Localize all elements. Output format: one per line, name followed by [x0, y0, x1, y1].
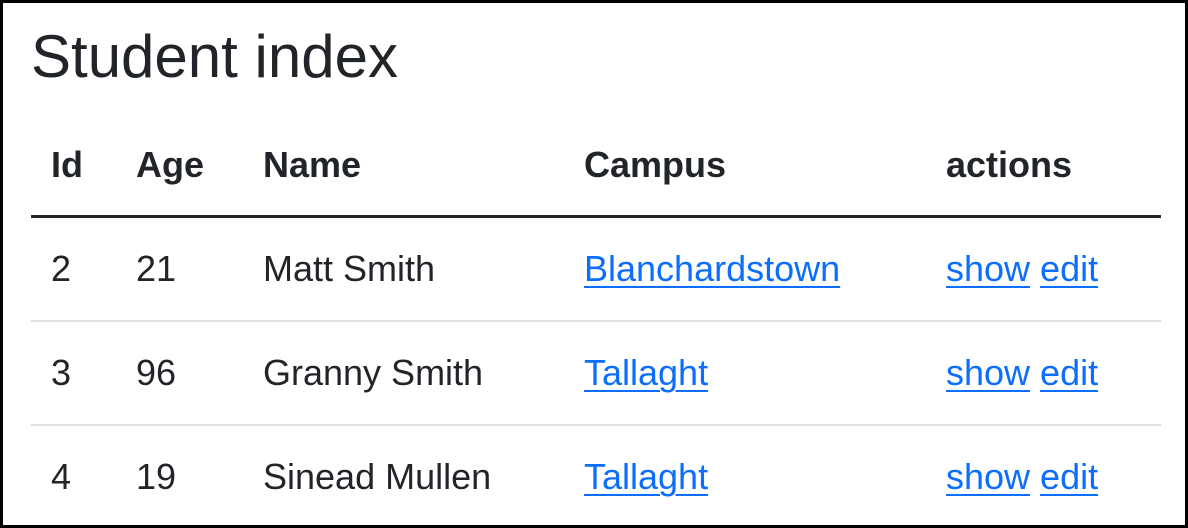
table-row: 2 21 Matt Smith Blanchardstown show edit	[31, 216, 1161, 322]
show-link[interactable]: show	[946, 456, 1031, 497]
show-link[interactable]: show	[946, 248, 1031, 289]
cell-name: Sinead Mullen	[263, 456, 492, 497]
campus-link[interactable]: Tallaght	[584, 352, 709, 393]
edit-link[interactable]: edit	[1040, 248, 1099, 289]
campus-link[interactable]: Blanchardstown	[584, 248, 841, 289]
cell-actions: show edit	[926, 425, 1161, 528]
cell-id: 3	[31, 321, 116, 426]
cell-campus: Blanchardstown	[564, 216, 926, 322]
column-header-actions: actions	[926, 115, 1161, 218]
cell-name: Granny Smith	[243, 321, 564, 426]
cell-id: 4	[51, 456, 72, 497]
column-header-campus: Campus	[564, 115, 926, 218]
cell-actions: show edit	[926, 216, 1161, 322]
table-body: 2 21 Matt Smith Blanchardstown show edit …	[31, 216, 1161, 528]
table-row: 4 19 Sinead Mullen Tallaght show edit	[31, 425, 1161, 528]
show-link[interactable]: show	[946, 352, 1031, 393]
edit-link[interactable]: edit	[1040, 456, 1099, 497]
cell-campus: Tallaght	[564, 321, 926, 426]
column-header-name: Name	[243, 115, 564, 218]
table-row: 3 96 Granny Smith Tallaght show edit	[31, 321, 1161, 426]
cell-age: 21	[116, 216, 243, 322]
page-title: Student index	[31, 23, 398, 90]
column-header-id: Id	[31, 115, 116, 218]
cell-campus: Tallaght	[564, 425, 926, 528]
cell-age: 96	[116, 321, 243, 426]
students-table: Id Age Name Campus actions 2 21 Matt Smi…	[31, 115, 1161, 528]
cell-actions: show edit	[926, 321, 1161, 426]
campus-link[interactable]: Tallaght	[584, 456, 709, 497]
table-header-row: Id Age Name Campus actions	[31, 115, 1161, 218]
column-header-age: Age	[116, 115, 243, 218]
cell-name: Matt Smith	[243, 216, 564, 322]
cell-id: 2	[31, 216, 116, 322]
cell-age: 19	[136, 456, 177, 497]
table-header: Id Age Name Campus actions	[31, 115, 1161, 218]
edit-link[interactable]: edit	[1040, 352, 1099, 393]
